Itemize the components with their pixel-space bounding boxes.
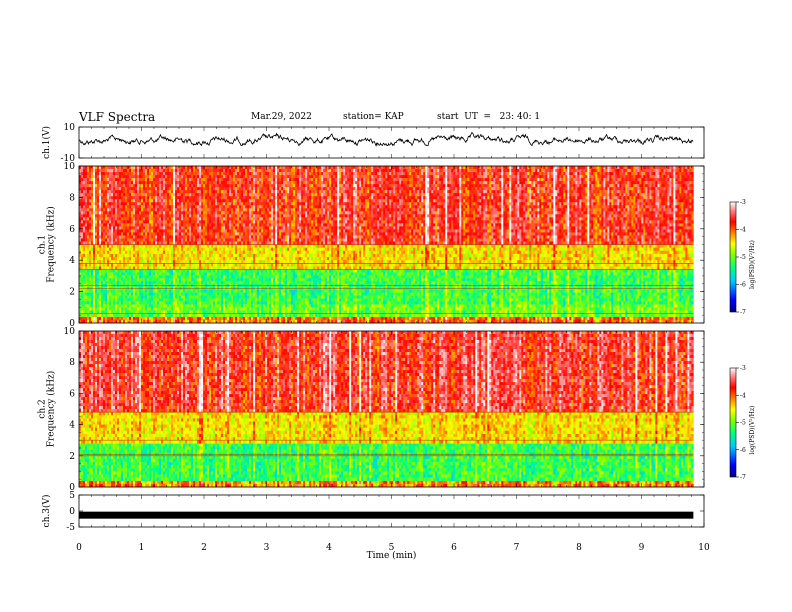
ch1-spectrogram-ylabel: ch.1	[38, 235, 48, 254]
ch2-spectrogram-ytick-label: 4	[69, 421, 75, 431]
ch1-waveform-trace	[78, 131, 694, 147]
date-label: Mar.29, 2022	[251, 112, 312, 122]
ch1-waveform-ytick-label: -10	[61, 154, 76, 164]
ch1-spectrogram-colorbar-tick-label: -5	[740, 254, 746, 261]
station-label: station= KAP	[343, 112, 404, 122]
ch1-spectrogram-colorbar-tick-label: -7	[740, 309, 746, 316]
ch1-spectrogram-ytick-label: 10	[64, 162, 76, 172]
ch1-waveform-ylabel: ch.1(V)	[41, 126, 52, 159]
ch1-spectrogram-ytick-label: 8	[69, 193, 75, 203]
xtick-label: 5	[389, 543, 395, 553]
ch2-spectrogram-colorbar	[729, 367, 737, 478]
ch3-trace-ytick-label: -5	[66, 523, 75, 533]
ch1-spectrogram-colorbar-tick-label: -6	[740, 282, 746, 289]
ch2-spectrogram-colorbar-tick-label: -5	[740, 420, 746, 427]
xaxis-label: Time (min)	[367, 550, 417, 561]
ch1-waveform-frame	[78, 126, 705, 159]
ch2-spectrogram-ytick-label: 6	[69, 389, 75, 399]
xtick-label: 4	[326, 543, 332, 553]
ch2-spectrogram-colorbar-label: log(PSD)(V²/Hz)	[749, 406, 756, 455]
xtick-label: 8	[576, 543, 582, 553]
ch2-spectrogram-ytick-label: 2	[69, 452, 75, 462]
xtick-label: 0	[76, 543, 82, 553]
ch1-spectrogram-colorbar-tick-label: -4	[740, 227, 746, 234]
ch1-spectrogram-ytick-label: 4	[69, 256, 75, 266]
xtick-label: 6	[451, 543, 457, 553]
ch3-trace-ytick-label: 0	[69, 507, 75, 517]
ch2-spectrogram-ytick-label: 0	[69, 483, 75, 493]
chart-title: VLF Spectra	[79, 110, 155, 124]
xtick-label: 2	[201, 543, 207, 553]
ch2-spectrogram-ylabel: Frequency (kHz)	[46, 371, 57, 448]
ch1-spectrogram-ytick-label: 6	[69, 225, 75, 235]
ch3-trace-frame	[78, 494, 705, 528]
ch2-spectrogram-ytick-label: 8	[69, 358, 75, 368]
ch2-spectrogram-heatmap	[79, 331, 694, 488]
xtick-label: 1	[139, 543, 145, 553]
ch1-waveform-ytick-label: 10	[64, 123, 76, 133]
ch2-spectrogram-colorbar-tick-label: -3	[740, 365, 746, 372]
ch3-trace-ylabel: ch.3(V)	[41, 495, 52, 528]
ch1-spectrogram-ytick-label: 2	[69, 288, 75, 298]
xtick-label: 7	[514, 543, 520, 553]
ch1-spectrogram-ylabel: Frequency (kHz)	[46, 206, 57, 283]
ch2-spectrogram-colorbar-tick-label: -6	[740, 447, 746, 454]
ch2-spectrogram-ylabel: ch.2	[38, 399, 48, 418]
xtick-label: 9	[639, 543, 645, 553]
start-time-label: start UT = 23: 40: 1	[437, 112, 540, 122]
ch1-spectrogram-colorbar-tick-label: -3	[740, 199, 746, 206]
ch2-spectrogram-colorbar-tick-label: -7	[740, 474, 746, 481]
ch2-spectrogram-colorbar-tick-label: -4	[740, 392, 746, 399]
ch1-spectrogram-ytick-label: 0	[69, 319, 75, 329]
ch3-trace-ytick-label: 5	[69, 491, 75, 501]
xtick-label: 10	[698, 543, 710, 553]
xtick-label: 3	[264, 543, 270, 553]
ch2-spectrogram-ytick-label: 10	[64, 327, 76, 337]
ch1-spectrogram-colorbar	[729, 201, 737, 313]
ch3-trace-band	[79, 511, 694, 519]
ch1-spectrogram-colorbar-label: log(PSD)(V²/Hz)	[749, 240, 756, 289]
